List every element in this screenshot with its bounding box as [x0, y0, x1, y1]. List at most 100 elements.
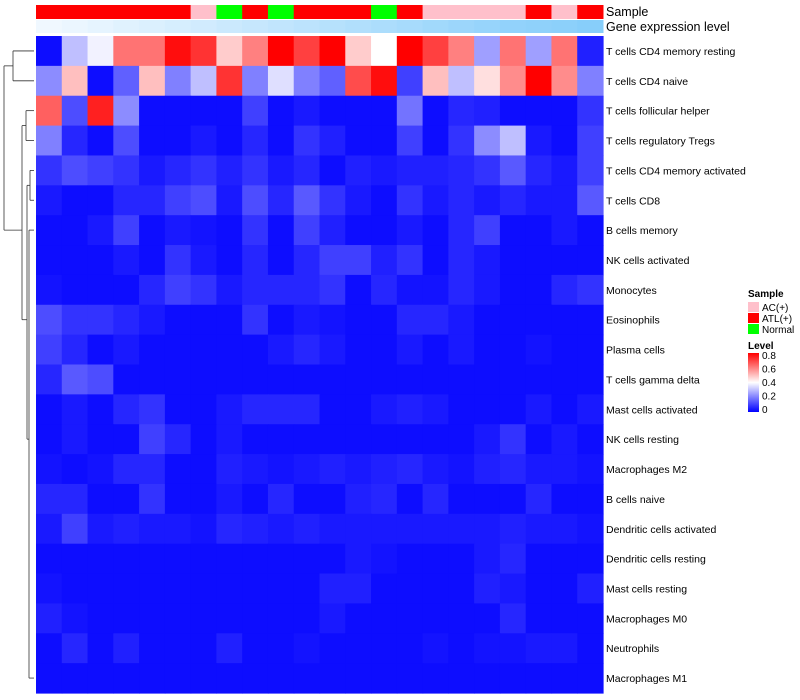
heatmap-cell	[499, 215, 527, 246]
heatmap-cell	[448, 603, 475, 634]
row-label: Macrophages M1	[606, 673, 687, 685]
heatmap-cell	[371, 304, 398, 336]
heatmap-cell	[113, 95, 140, 127]
sample-anno-cell	[422, 5, 449, 19]
heatmap-cell	[371, 663, 398, 694]
heatmap-cell	[396, 274, 424, 306]
heatmap-cell	[87, 36, 114, 67]
heatmap-cell	[36, 304, 63, 336]
heatmap-cell	[448, 95, 475, 127]
heatmap-cell	[577, 274, 604, 306]
heatmap-cell	[216, 633, 243, 664]
heatmap-cell	[164, 245, 192, 276]
heatmap-cell	[525, 334, 553, 366]
heatmap-cell	[36, 454, 63, 485]
heatmap-cell	[551, 483, 578, 515]
heatmap-cell	[87, 364, 114, 395]
heatmap-cell	[371, 364, 398, 395]
heatmap-cell	[345, 483, 372, 515]
gene-level-anno-cell	[448, 20, 475, 33]
heatmap-cell	[164, 483, 192, 515]
heatmap-cell	[448, 334, 475, 366]
heatmap-cell	[139, 603, 166, 634]
heatmap-cell	[577, 543, 604, 575]
heatmap-cell	[371, 274, 398, 306]
heatmap-cell	[551, 454, 578, 485]
heatmap-cell	[36, 543, 63, 575]
heatmap-cell	[87, 454, 114, 485]
heatmap-cell	[396, 633, 424, 664]
gene-level-anno-cell	[499, 20, 527, 33]
heatmap-cell	[345, 65, 372, 97]
heatmap-cell	[190, 394, 218, 425]
heatmap-cell	[61, 633, 89, 664]
heatmap-cell	[164, 215, 192, 246]
sample-anno-cell	[242, 5, 269, 19]
heatmap-cell	[293, 513, 321, 545]
heatmap-cell	[422, 215, 449, 246]
sample-anno-cell	[113, 5, 140, 19]
heatmap-cell	[293, 573, 321, 605]
row-label: NK cells resting	[606, 434, 679, 446]
sample-anno-cell	[396, 5, 424, 19]
gene-level-anno-cell	[474, 20, 501, 33]
sample-anno-cell	[499, 5, 527, 19]
heatmap-cell	[319, 543, 346, 575]
heatmap-cell	[371, 394, 398, 425]
heatmap-cell	[87, 633, 114, 664]
heatmap-cell	[422, 304, 449, 336]
gene-level-anno-cell	[577, 20, 604, 33]
heatmap-cell	[190, 663, 218, 694]
heatmap-cell	[139, 573, 166, 605]
heatmap-cell	[139, 394, 166, 425]
heatmap-cell	[61, 65, 89, 97]
gene-level-anno-cell	[396, 20, 424, 33]
heatmap-cell	[139, 185, 166, 216]
heatmap-cell	[345, 185, 372, 216]
sample-anno-cell	[525, 5, 552, 19]
heatmap-cell	[164, 663, 192, 694]
heatmap-cell	[396, 125, 424, 157]
gene-level-anno-cell	[525, 20, 552, 33]
heatmap-cell	[474, 245, 501, 276]
heatmap-cell	[216, 95, 243, 127]
heatmap-cell	[345, 663, 372, 694]
heatmap-cell	[422, 454, 449, 485]
heatmap-cell	[422, 663, 449, 694]
gene-level-anno-cell	[61, 20, 89, 33]
heatmap-cell	[551, 334, 578, 366]
heatmap-cell	[267, 36, 295, 67]
heatmap-cell	[61, 394, 89, 425]
heatmap-cell	[319, 36, 346, 67]
sample-anno-cell	[267, 5, 295, 19]
heatmap-cell	[190, 633, 218, 664]
heatmap-cell	[267, 304, 295, 336]
row-label: T cells follicular helper	[606, 106, 710, 118]
heatmap-cell	[242, 603, 269, 634]
heatmap-cell	[525, 513, 553, 545]
heatmap-cell	[319, 274, 346, 306]
heatmap-cell	[242, 155, 269, 186]
sample-anno-cell	[474, 5, 501, 19]
heatmap-cell	[396, 424, 424, 455]
heatmap-cell	[36, 245, 63, 276]
heatmap-cell	[61, 245, 89, 276]
heatmap-cell	[216, 394, 243, 425]
heatmap-cell	[422, 364, 449, 395]
heatmap-cell	[61, 513, 89, 545]
heatmap-cell	[216, 125, 243, 157]
heatmap-cell	[216, 304, 243, 336]
heatmap-cell	[525, 36, 553, 67]
heatmap-cell	[474, 334, 501, 366]
heatmap-cell	[448, 185, 475, 216]
sample-legend-title: Sample	[748, 289, 784, 300]
heatmap-cell	[577, 364, 604, 395]
heatmap-cell	[87, 125, 114, 157]
heatmap-cell	[61, 304, 89, 336]
heatmap-cell	[267, 125, 295, 157]
heatmap-cell	[242, 245, 269, 276]
heatmap-cell	[499, 394, 527, 425]
heatmap-cell	[345, 633, 372, 664]
heatmap-cell	[319, 394, 346, 425]
